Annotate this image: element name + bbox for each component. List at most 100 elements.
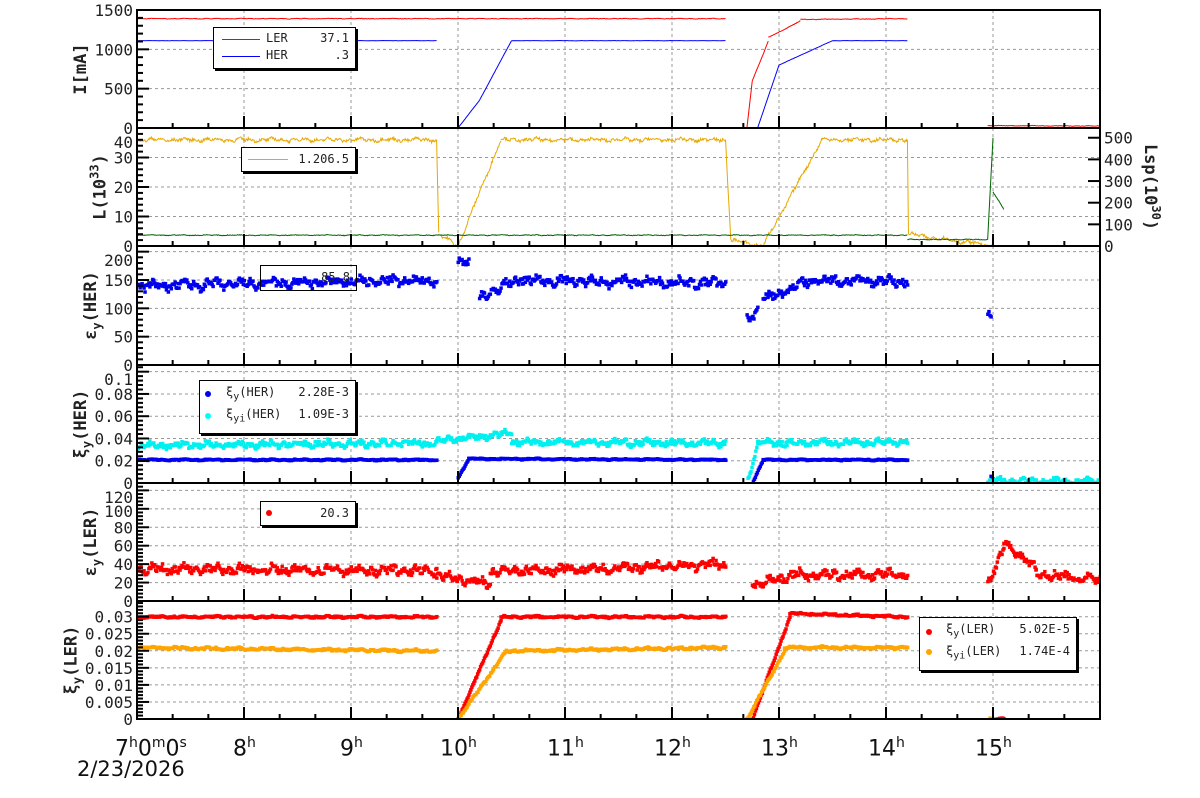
data-point xyxy=(349,565,353,569)
data-point xyxy=(163,443,168,448)
data-point xyxy=(545,566,549,570)
data-point xyxy=(460,578,464,583)
data-point xyxy=(232,283,237,288)
data-point xyxy=(384,567,389,572)
data-point xyxy=(188,283,192,287)
data-point xyxy=(851,276,855,281)
data-point xyxy=(750,465,754,470)
data-point xyxy=(589,563,594,568)
data-point xyxy=(587,275,592,280)
data-point xyxy=(385,571,389,576)
data-point xyxy=(469,688,473,692)
data-point xyxy=(852,437,856,441)
data-point xyxy=(510,441,514,446)
data-point xyxy=(581,565,585,569)
data-point xyxy=(756,468,761,472)
data-point xyxy=(1067,572,1071,577)
data-point xyxy=(614,279,618,284)
data-point xyxy=(364,569,368,573)
data-point xyxy=(754,449,758,453)
data-point xyxy=(1057,573,1062,578)
data-point xyxy=(471,577,475,582)
data-point xyxy=(752,712,757,717)
data-point xyxy=(891,281,895,286)
data-point xyxy=(552,568,557,573)
data-point xyxy=(997,553,1001,557)
data-point xyxy=(450,438,455,443)
data-point xyxy=(607,287,611,291)
data-point xyxy=(816,576,820,581)
data-point xyxy=(773,656,777,660)
data-point xyxy=(209,441,213,446)
data-point xyxy=(769,577,773,581)
data-point xyxy=(317,569,321,573)
data-point xyxy=(302,276,307,280)
data-point xyxy=(165,572,170,577)
data-point xyxy=(171,570,175,574)
series-line xyxy=(762,138,823,246)
data-point xyxy=(248,276,252,281)
data-point xyxy=(298,277,303,282)
y-tick-label: 150 xyxy=(104,271,133,290)
data-point xyxy=(692,564,697,568)
data-point xyxy=(1043,569,1047,574)
data-point xyxy=(325,562,329,567)
data-point xyxy=(208,564,212,568)
data-point xyxy=(197,570,202,574)
data-point xyxy=(377,571,382,576)
series-ξyi(HER) xyxy=(137,427,1100,483)
data-point xyxy=(459,713,463,717)
data-point xyxy=(647,562,651,567)
data-point xyxy=(422,568,426,573)
data-point xyxy=(1063,569,1067,574)
data-point xyxy=(507,569,511,574)
data-point xyxy=(489,571,494,576)
series-εy(HER) xyxy=(137,256,993,323)
data-point xyxy=(332,279,337,284)
data-point xyxy=(590,275,595,279)
data-point xyxy=(827,439,831,444)
data-point xyxy=(310,570,315,575)
data-point xyxy=(339,278,344,282)
data-point xyxy=(621,275,626,279)
data-point xyxy=(233,443,238,448)
data-point xyxy=(275,566,280,570)
data-point xyxy=(529,571,533,576)
data-point xyxy=(172,282,176,287)
data-point xyxy=(1095,578,1100,583)
data-point xyxy=(349,277,353,281)
data-point xyxy=(308,443,313,447)
data-point xyxy=(340,569,345,574)
data-point xyxy=(325,441,329,446)
data-point xyxy=(723,442,727,447)
data-point xyxy=(764,438,769,443)
data-point xyxy=(770,663,774,667)
data-point xyxy=(849,572,853,577)
data-point xyxy=(137,282,141,287)
data-point xyxy=(410,442,415,446)
data-point xyxy=(704,277,709,282)
data-point xyxy=(847,575,852,579)
data-point xyxy=(405,439,410,444)
data-point xyxy=(636,440,640,444)
data-point xyxy=(533,441,537,445)
data-point xyxy=(470,697,474,702)
data-point xyxy=(476,669,481,674)
data-point xyxy=(289,569,293,574)
data-point xyxy=(329,281,333,286)
data-point xyxy=(1097,577,1100,581)
data-point xyxy=(287,441,291,446)
data-point xyxy=(674,279,678,284)
data-point xyxy=(850,576,854,580)
data-point xyxy=(514,438,519,443)
data-point xyxy=(441,578,446,582)
data-point xyxy=(654,564,659,569)
data-point xyxy=(1019,556,1024,560)
data-point xyxy=(863,278,867,282)
data-point xyxy=(834,440,839,445)
data-point xyxy=(359,442,363,446)
data-point xyxy=(890,279,894,284)
data-point xyxy=(652,443,657,447)
data-point xyxy=(328,278,332,282)
data-point xyxy=(635,568,639,572)
